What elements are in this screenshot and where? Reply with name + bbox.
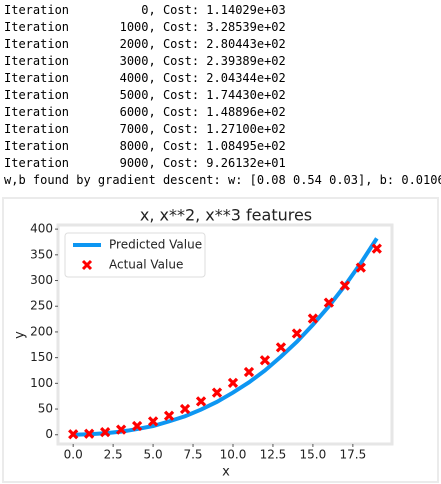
- y-tick-label: 100: [30, 376, 53, 390]
- actual-point: [291, 328, 303, 339]
- x-tick-label: 5.0: [144, 448, 163, 462]
- actual-point: [323, 297, 335, 308]
- log-line: Iteration 1000, Cost: 3.28539e+02: [4, 20, 286, 34]
- actual-point: [259, 355, 271, 366]
- y-tick-label: 50: [38, 402, 53, 416]
- y-tick-label: 250: [30, 299, 53, 313]
- y-tick-label: 300: [30, 273, 53, 287]
- y-tick-label: 150: [30, 350, 53, 364]
- x-tick-label: 17.5: [339, 448, 366, 462]
- log-line: Iteration 9000, Cost: 9.26132e+01: [4, 156, 286, 170]
- actual-point: [307, 313, 319, 324]
- x-axis-label: x: [222, 465, 230, 480]
- log-line: Iteration 5000, Cost: 1.74430e+02: [4, 88, 286, 102]
- x-tick-label: 12.5: [260, 448, 287, 462]
- actual-point: [68, 429, 79, 440]
- log-line: Iteration 6000, Cost: 1.48896e+02: [4, 105, 286, 119]
- actual-point: [371, 243, 382, 254]
- x-tick-label: 0.0: [64, 448, 83, 462]
- x-tick-label: 2.5: [104, 448, 123, 462]
- actual-point: [227, 377, 239, 388]
- log-line: Iteration 2000, Cost: 2.80443e+02: [4, 37, 286, 51]
- log-line: Iteration 8000, Cost: 1.08495e+02: [4, 139, 286, 153]
- log-line: Iteration 0, Cost: 1.14029e+03: [4, 3, 286, 17]
- actual-point: [163, 410, 175, 421]
- actual-point: [147, 416, 159, 427]
- actual-point: [179, 403, 191, 415]
- y-tick-label: 400: [30, 222, 53, 236]
- legend-label: Predicted Value: [109, 238, 202, 252]
- x-tick-label: 10.0: [220, 448, 247, 462]
- log: Iteration 0, Cost: 1.14029e+03 Iteration …: [4, 2, 441, 189]
- actual-point: [195, 396, 207, 407]
- actual-point: [84, 428, 95, 439]
- actual-point: [100, 427, 111, 438]
- x-tick-label: 7.5: [183, 448, 202, 462]
- log-line: Iteration 3000, Cost: 2.39389e+02: [4, 54, 286, 68]
- legend-swatch: [81, 259, 93, 271]
- chart-title: x, x**2, x**3 features: [140, 206, 312, 225]
- x-tick-label: 15.0: [300, 448, 327, 462]
- log-line: w,b found by gradient descent: w: [0.08 …: [4, 173, 441, 187]
- y-axis-label: y: [13, 331, 28, 339]
- y-tick-label: 200: [30, 324, 53, 338]
- actual-point: [355, 262, 366, 273]
- actual-point: [211, 387, 223, 398]
- actual-point: [339, 280, 350, 291]
- legend-label: Actual Value: [109, 258, 183, 272]
- y-tick-label: 0: [45, 427, 53, 441]
- y-tick-label: 350: [30, 247, 53, 261]
- actual-point: [275, 342, 287, 353]
- log-line: Iteration 7000, Cost: 1.27100e+02: [4, 122, 286, 136]
- actual-point: [131, 420, 143, 432]
- figure-frame: [2, 197, 439, 483]
- actual-point: [115, 424, 127, 435]
- log-line: Iteration 4000, Cost: 2.04344e+02: [4, 71, 286, 85]
- actual-point: [243, 366, 255, 378]
